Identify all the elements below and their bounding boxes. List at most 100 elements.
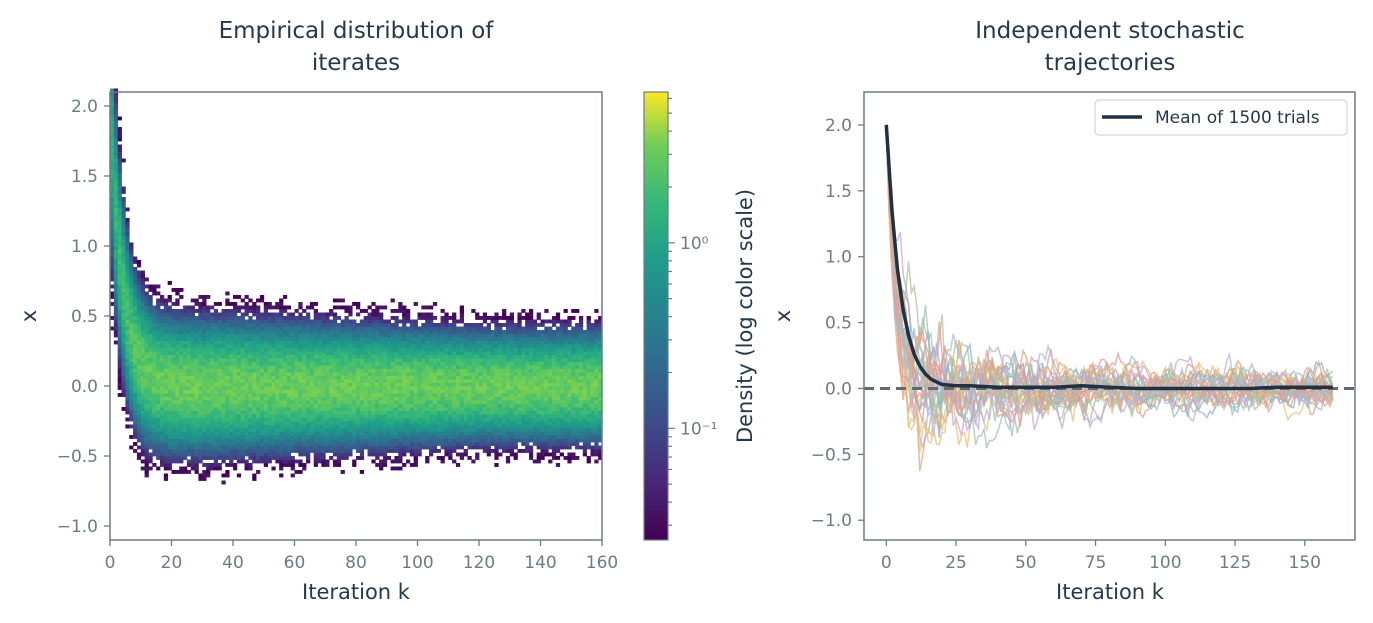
heatmap-cell: [371, 382, 376, 387]
heatmap-cell: [452, 340, 457, 345]
heatmap-cell: [259, 316, 265, 320]
heatmap-cell: [271, 312, 276, 317]
heatmap-cell: [110, 291, 115, 296]
heatmap-cell: [179, 354, 184, 359]
heatmap-cell: [363, 400, 368, 404]
heatmap-cell: [136, 421, 142, 425]
heatmap-cell: [209, 445, 215, 450]
heatmap-cell: [367, 333, 372, 338]
heatmap-cell: [136, 263, 142, 268]
heatmap-cell: [402, 354, 407, 359]
heatmap-cell: [186, 452, 192, 457]
heatmap-cell: [329, 375, 334, 380]
heatmap-cell: [371, 421, 376, 425]
heatmap-cell: [279, 389, 284, 394]
heatmap-cell: [517, 421, 522, 425]
heatmap-cell: [471, 400, 476, 404]
heatmap-cell: [271, 330, 276, 334]
heatmap-cell: [175, 302, 180, 306]
heatmap-cell: [117, 169, 122, 173]
heatmap-cell: [367, 445, 372, 450]
heatmap-cell: [405, 431, 411, 436]
heatmap-cell: [167, 298, 172, 303]
heatmap-cell: [136, 316, 142, 320]
heatmap-cell: [398, 435, 403, 439]
heatmap-cell: [490, 319, 495, 324]
heatmap-cell: [217, 386, 222, 390]
heatmap-cell: [282, 309, 288, 313]
heatmap-cell: [225, 333, 230, 338]
heatmap-cell: [279, 340, 284, 345]
heatmap-cell: [275, 428, 280, 432]
heatmap-cell: [133, 274, 138, 278]
heatmap-cell: [163, 326, 169, 331]
heatmap-cell: [455, 368, 461, 373]
heatmap-cell: [498, 417, 503, 422]
heatmap-cell: [290, 365, 295, 369]
heatmap-cell: [294, 393, 299, 397]
heatmap-cell: [121, 407, 126, 411]
heatmap-cell: [282, 431, 288, 436]
heatmap-cell: [252, 323, 257, 327]
heatmap-cell: [502, 351, 507, 355]
heatmap-cell: [340, 393, 345, 397]
heatmap-cell: [344, 410, 349, 415]
heatmap-cell: [382, 323, 388, 327]
heatmap-cell: [475, 410, 480, 415]
heatmap-cell: [505, 347, 511, 352]
heatmap-cell: [409, 452, 415, 457]
heatmap-cell: [163, 459, 169, 464]
heatmap-cell: [528, 319, 534, 324]
heatmap-cell: [432, 382, 438, 387]
heatmap-cell: [113, 295, 119, 299]
heatmap-cell: [521, 375, 526, 380]
heatmap-cell: [271, 305, 276, 310]
heatmap-cell: [348, 351, 353, 355]
heatmap-cell: [217, 407, 222, 411]
heatmap-cell: [206, 407, 211, 411]
heatmap-cell: [325, 344, 330, 348]
heatmap-cell: [229, 417, 234, 422]
heatmap-cell: [302, 386, 307, 390]
heatmap-cell: [148, 284, 153, 289]
heatmap-cell: [113, 288, 119, 292]
heatmap-cell: [486, 414, 491, 418]
heatmap-cell: [286, 358, 292, 362]
heatmap-cell: [359, 452, 365, 457]
heatmap-cell: [486, 375, 491, 380]
heatmap-cell: [294, 400, 299, 404]
heatmap-cell: [248, 333, 253, 338]
heatmap-panel: Empirical distribution of iterates 0 20 40…: [17, 18, 618, 604]
heatmap-cell: [217, 452, 222, 457]
heatmap-cell: [136, 431, 142, 436]
heatmap-cell: [313, 438, 318, 443]
heatmap-cell: [382, 407, 388, 411]
heatmap-cell: [421, 400, 426, 404]
heatmap-cell: [536, 459, 541, 464]
heatmap-cell: [110, 113, 115, 117]
heatmap-cell: [194, 302, 199, 306]
heatmap-cell: [225, 326, 230, 331]
heatmap-cell: [532, 323, 538, 327]
heatmap-cell: [336, 400, 342, 404]
heatmap-cell: [202, 410, 207, 415]
heatmap-cell: [436, 396, 441, 401]
heatmap-cell: [425, 340, 430, 345]
heatmap-cell: [455, 365, 461, 369]
heatmap-cell: [332, 379, 338, 383]
heatmap-cell: [409, 407, 415, 411]
heatmap-cell: [282, 316, 288, 320]
heatmap-cell: [532, 421, 538, 425]
heatmap-cell: [171, 351, 176, 355]
heatmap-cell: [525, 400, 530, 404]
heatmap-cell: [528, 396, 534, 401]
heatmap-cell: [494, 379, 499, 383]
heatmap-cell: [206, 463, 211, 467]
heatmap-cell: [321, 414, 326, 418]
heatmap-cell: [133, 372, 138, 376]
heatmap-cell: [402, 312, 407, 317]
heatmap-cell: [133, 431, 138, 436]
heatmap-cell: [275, 389, 280, 394]
heatmap-cell: [371, 347, 376, 352]
heatmap-cell: [440, 424, 445, 429]
